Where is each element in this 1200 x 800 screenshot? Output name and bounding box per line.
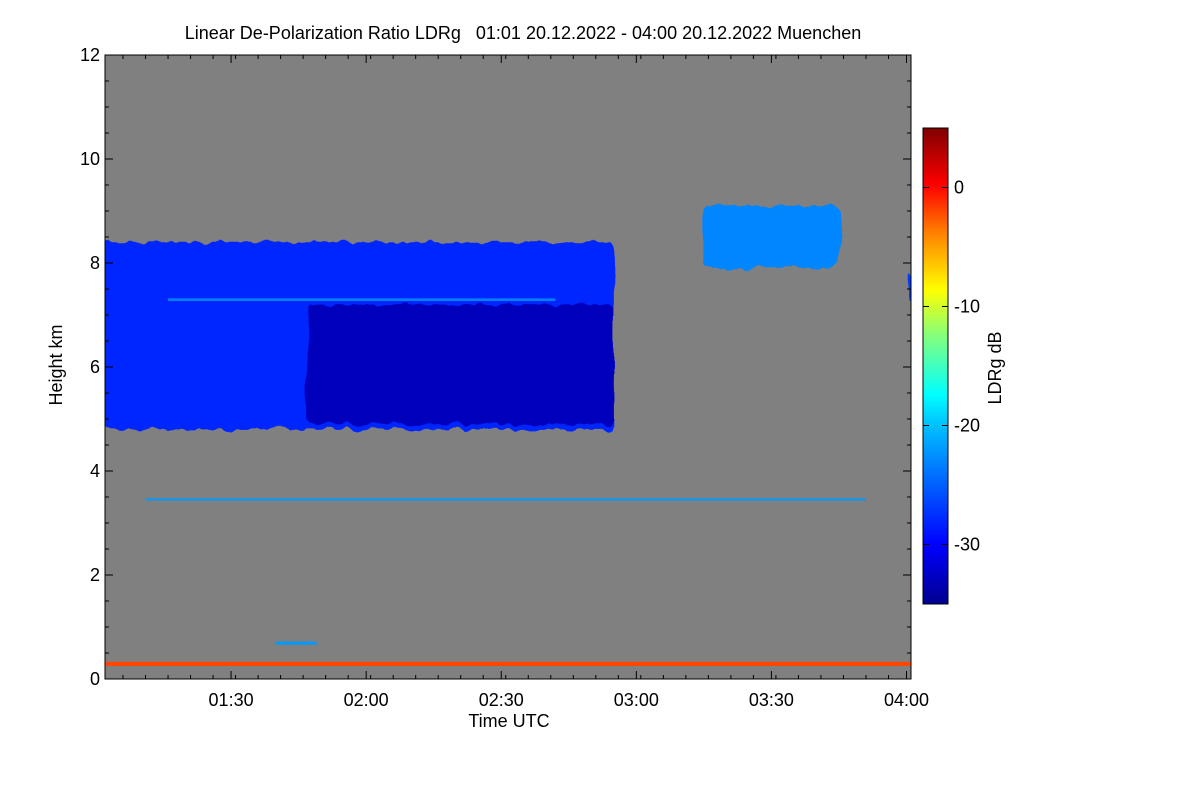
y-tick-label: 8 — [90, 253, 100, 273]
colorbar-tick-label: 0 — [954, 178, 964, 198]
y-tick-label: 4 — [90, 461, 100, 481]
y-axis: 0 2 4 6 8 10 12 — [80, 45, 911, 689]
feature-low-patch-0-7-km — [276, 641, 317, 645]
x-axis: 01:30 02:00 02:30 03:00 03:30 04:00 — [122, 55, 929, 710]
feature-cloud-top-at-end — [906, 273, 911, 300]
y-axis-label: Height km — [46, 324, 66, 405]
x-tick-label: 03:30 — [749, 690, 794, 710]
feature-cloud-deep-core — [307, 304, 614, 425]
colorbar-tick-label: -30 — [954, 535, 980, 555]
colorbar — [922, 127, 949, 605]
colorbar-tick-label: -20 — [954, 416, 980, 436]
colorbar-label: LDRg dB — [985, 331, 1005, 404]
y-tick-label: 10 — [80, 149, 100, 169]
feature-upper-cloud-patch — [703, 205, 839, 269]
chart-title: Linear De-Polarization Ratio LDRg 01:01 … — [185, 23, 861, 43]
y-tick-label: 12 — [80, 45, 100, 65]
x-tick-label: 01:30 — [209, 690, 254, 710]
colorbar-tick-label: -10 — [954, 297, 980, 317]
feature-artifact-line-7-3-km — [168, 298, 556, 301]
x-tick-label: 04:00 — [884, 690, 929, 710]
feature-ground-level-layer — [105, 661, 911, 666]
feature-layer — [105, 205, 911, 666]
x-tick-label: 03:00 — [614, 690, 659, 710]
y-tick-label: 2 — [90, 565, 100, 585]
y-tick-label: 6 — [90, 357, 100, 377]
x-tick-label: 02:00 — [344, 690, 389, 710]
x-axis-label: Time UTC — [468, 711, 549, 731]
x-tick-label: 02:30 — [479, 690, 524, 710]
colorbar-ticks: 0 -10 -20 -30 — [923, 178, 980, 555]
y-tick-label: 0 — [90, 669, 100, 689]
feature-artifact-line-3-45-km — [145, 498, 866, 501]
